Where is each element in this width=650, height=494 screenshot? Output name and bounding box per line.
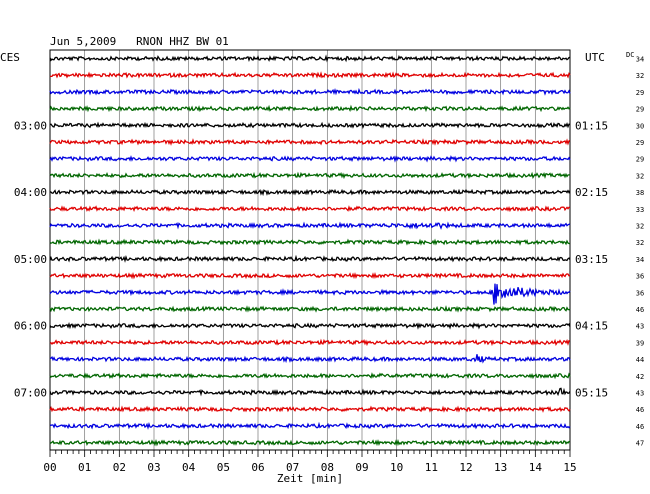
trace-line <box>49 271 571 280</box>
trace-line <box>49 354 571 364</box>
dc-value: 46 <box>636 306 644 314</box>
left-hour-label: 03:00 <box>14 119 47 132</box>
dc-value: 29 <box>636 106 644 114</box>
trace-line <box>49 104 571 113</box>
trace-line <box>49 188 571 197</box>
minute-gridlines <box>49 49 571 451</box>
dc-value: 34 <box>636 256 644 264</box>
left-timezone-label: CES <box>0 51 20 64</box>
trace-line <box>49 305 571 313</box>
dc-value: 29 <box>636 156 644 164</box>
left-hour-label: 04:00 <box>14 186 47 199</box>
trace-line <box>49 155 571 163</box>
trace-line <box>49 121 571 129</box>
trace-line <box>49 421 571 430</box>
trace-line <box>49 87 571 96</box>
x-axis: 00 01 02 03 04 05 06 07 08 09 10 11 12 13 14 15 <box>43 449 577 474</box>
x-tick-label: 01 <box>78 461 91 474</box>
x-tick-label: 06 <box>251 461 264 474</box>
right-hour-label: 02:15 <box>575 186 608 199</box>
trace-line <box>49 405 571 413</box>
trace-line <box>49 322 571 330</box>
x-tick-label: 05 <box>217 461 230 474</box>
x-tick-label: 00 <box>43 461 56 474</box>
trace-line <box>49 238 571 246</box>
x-tick-label: 10 <box>390 461 403 474</box>
dc-value: 30 <box>636 122 644 130</box>
trace-line <box>49 438 571 447</box>
x-tick-label: 12 <box>459 461 472 474</box>
dc-value: 43 <box>636 390 644 398</box>
dc-value: 47 <box>636 440 644 448</box>
right-hour-label: 01:15 <box>575 119 608 132</box>
dc-value: 46 <box>636 423 644 431</box>
dc-label: DC <box>626 51 634 59</box>
trace-line <box>49 54 571 63</box>
left-hour-label: 05:00 <box>14 253 47 266</box>
dc-value: 44 <box>636 356 644 364</box>
right-hour-label: 05:15 <box>575 387 608 400</box>
dc-value: 29 <box>636 139 644 147</box>
dc-value: 42 <box>636 373 644 381</box>
trace-line <box>49 221 571 230</box>
left-hour-label: 07:00 <box>14 387 47 400</box>
trace-line <box>49 338 571 347</box>
right-timezone-label: UTC <box>585 51 605 64</box>
x-tick-label: 03 <box>147 461 160 474</box>
trace-line <box>49 372 571 380</box>
trace-line <box>49 205 571 213</box>
dc-value: 29 <box>636 89 644 97</box>
dc-value: 32 <box>636 239 644 247</box>
x-tick-label: 04 <box>182 461 196 474</box>
right-hour-label: 04:15 <box>575 320 608 333</box>
trace-line <box>49 171 570 180</box>
trace-group <box>49 54 571 447</box>
trace-line <box>49 71 571 79</box>
x-axis-label: Zeit [min] <box>277 472 343 485</box>
x-tick-label: 15 <box>563 461 576 474</box>
dc-value: 33 <box>636 206 644 214</box>
dc-value: 32 <box>636 172 644 180</box>
trace-line <box>49 387 571 397</box>
dc-value: 43 <box>636 323 644 331</box>
dc-value: 32 <box>636 72 644 80</box>
dc-value: 32 <box>636 223 644 231</box>
right-hour-label: 03:15 <box>575 253 608 266</box>
dc-value: 36 <box>636 289 644 297</box>
x-tick-label: 07 <box>286 461 299 474</box>
chart-title: Jun 5,2009 RNON HHZ BW 01 <box>50 35 229 48</box>
x-tick-label: 13 <box>494 461 507 474</box>
dc-value: 39 <box>636 339 644 347</box>
left-hour-label: 06:00 <box>14 320 47 333</box>
x-tick-label: 02 <box>113 461 126 474</box>
x-tick-label: 14 <box>529 461 543 474</box>
dc-value: 38 <box>636 189 644 197</box>
trace-line <box>49 283 571 305</box>
dc-value: 34 <box>636 56 644 64</box>
dc-value: 46 <box>636 406 644 414</box>
dc-value: 36 <box>636 273 644 281</box>
row-labels: 03:00 04:00 05:00 06:00 07:00 01:15 02:15 03:15… <box>14 56 644 448</box>
x-tick-label: 11 <box>425 461 438 474</box>
x-tick-label: 09 <box>355 461 368 474</box>
trace-line <box>49 254 571 263</box>
trace-line <box>49 138 571 146</box>
x-tick-label: 08 <box>321 461 334 474</box>
